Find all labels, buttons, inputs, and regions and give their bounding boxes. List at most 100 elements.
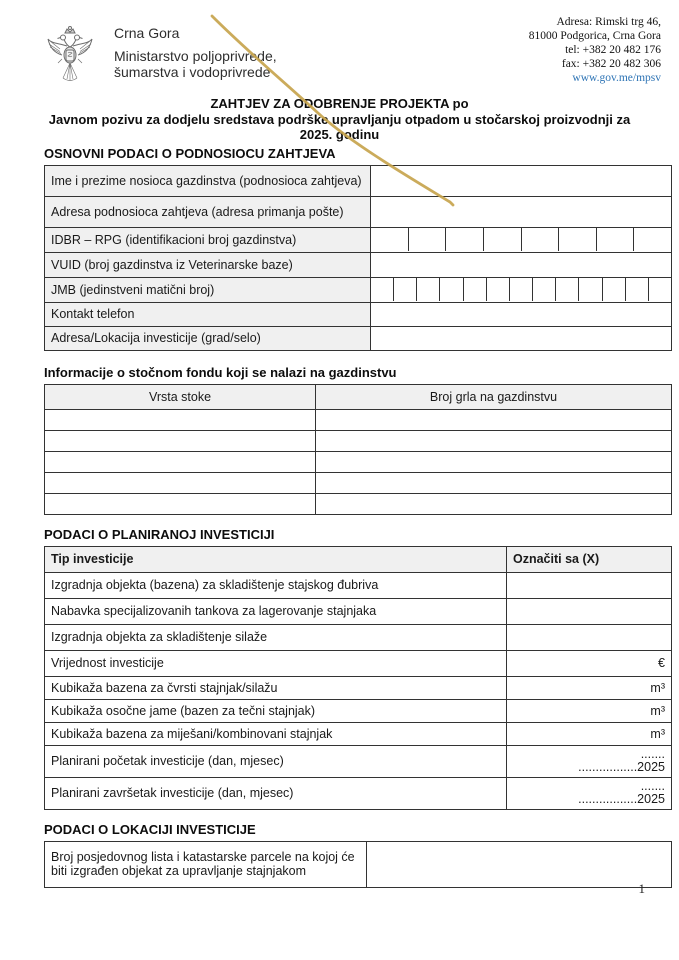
field-value-input[interactable] <box>370 325 672 351</box>
table-row: Kubikaža osočne jame (bazen za tečni sta… <box>44 698 672 723</box>
field-value-input[interactable] <box>315 450 672 473</box>
section-heading-livestock: Informacije o stočnom fondu koji se nala… <box>44 364 397 380</box>
digit-box[interactable] <box>485 278 509 301</box>
field-label: Adresa/Lokacija investicije (grad/selo) <box>44 325 371 351</box>
digit-box[interactable] <box>439 278 462 301</box>
address-line: Adresa: Rimski trg 46, <box>556 16 661 28</box>
table-row: Ime i prezime nosioca gazdinstva (podnos… <box>44 164 672 197</box>
field-label: Izgradnja objekta (bazena) za skladišten… <box>44 571 507 599</box>
field-value-input[interactable] <box>366 840 672 888</box>
column-header-head-count: Broj grla na gazdinstvu <box>315 383 672 410</box>
field-label: IDBR – RPG (identifikacioni broj gazdins… <box>44 226 371 253</box>
coat-of-arms-icon <box>47 26 93 81</box>
digit-box[interactable] <box>372 278 394 301</box>
digit-box[interactable] <box>372 228 408 251</box>
table-row: Vrijednost investicije € <box>44 649 672 677</box>
digit-box[interactable] <box>532 278 555 301</box>
digit-box[interactable] <box>508 278 532 301</box>
table-row: Izgradnja objekta za skladištenje silaže <box>44 623 672 651</box>
digit-box[interactable] <box>578 278 601 301</box>
title-line3: 2025. godinu <box>299 127 380 142</box>
value-unit-m3[interactable]: m³ <box>506 721 672 746</box>
table-row: Kubikaža bazena za miješani/kombinovani … <box>44 721 672 746</box>
section-heading-basic-data: OSNOVNI PODACI O PODNOSIOCU ZAHTJEVA <box>44 145 336 161</box>
table-row: VUID (broj gazdinstva iz Veterinarske ba… <box>44 251 672 278</box>
value-unit-m3[interactable]: m³ <box>506 698 672 723</box>
table-row <box>44 408 672 431</box>
column-header-mark-x: Označiti sa (X) <box>506 545 672 573</box>
table-row <box>44 471 672 494</box>
digit-box[interactable] <box>601 278 625 301</box>
digit-box[interactable] <box>520 228 559 251</box>
date-dots-line2: .................2025 <box>578 760 665 774</box>
table-header-row: Vrsta stoke Broj grla na gazdinstvu <box>44 383 672 410</box>
field-label: Planirani završetak investicije (dan, mj… <box>44 776 507 810</box>
digit-box[interactable] <box>647 278 671 301</box>
table-row: Adresa/Lokacija investicije (grad/selo) <box>44 325 672 351</box>
field-value-input[interactable] <box>315 429 672 452</box>
field-value-input[interactable] <box>370 301 672 327</box>
digit-box[interactable] <box>416 278 439 301</box>
livestock-table: Vrsta stoke Broj grla na gazdinstvu <box>44 383 672 515</box>
field-value-input[interactable] <box>370 251 672 278</box>
title-line2: Javnom pozivu za dodjelu sredstava podrš… <box>48 111 631 127</box>
table-row: Kontakt telefon <box>44 301 672 327</box>
field-label: Adresa podnosioca zahtjeva (adresa prima… <box>44 195 371 228</box>
digit-box[interactable] <box>633 228 670 251</box>
date-fill-input[interactable]: ....... .................2025 <box>506 776 672 810</box>
field-label: Kubikaža bazena za miješani/kombinovani … <box>44 721 507 746</box>
table-row: Adresa podnosioca zahtjeva (adresa prima… <box>44 195 672 228</box>
table-row: Nabavka specijalizovanih tankova za lage… <box>44 597 672 625</box>
document-title: ZAHTJEV ZA ODOBRENJE PROJEKTA po Javnom … <box>0 96 679 143</box>
digit-box[interactable] <box>482 228 521 251</box>
field-value-input[interactable] <box>315 492 672 515</box>
value-unit-euro[interactable]: € <box>506 649 672 677</box>
field-value-input[interactable] <box>315 408 672 431</box>
value-unit-m3[interactable]: m³ <box>506 675 672 700</box>
digit-box[interactable] <box>445 228 483 251</box>
digit-box[interactable] <box>624 278 648 301</box>
field-label: Nabavka specijalizovanih tankova za lage… <box>44 597 507 625</box>
location-table: Broj posjedovnog lista i katastarske par… <box>44 840 672 888</box>
digit-box[interactable] <box>558 228 596 251</box>
digit-box[interactable] <box>407 228 446 251</box>
phone-line: tel: +382 20 482 176 <box>565 44 661 56</box>
field-value-input[interactable] <box>370 164 672 197</box>
digit-box[interactable] <box>462 278 486 301</box>
field-label: Kontakt telefon <box>44 301 371 327</box>
table-row: Broj posjedovnog lista i katastarske par… <box>44 840 672 888</box>
ministry-name-line2: šumarstva i vodoprivrede <box>114 64 271 80</box>
field-label: Izgradnja objekta za skladištenje silaže <box>44 623 507 651</box>
field-value-input[interactable] <box>44 429 316 452</box>
field-value-input[interactable] <box>44 492 316 515</box>
date-fill-input[interactable]: ....... .................2025 <box>506 744 672 778</box>
idbr-digit-boxes <box>370 226 672 253</box>
field-value-input[interactable] <box>44 450 316 473</box>
website-link[interactable]: www.gov.me/mpsv <box>572 72 661 84</box>
basic-info-table: Ime i prezime nosioca gazdinstva (podnos… <box>44 164 672 351</box>
section-heading-investment: PODACI O PLANIRANOJ INVESTICIJI <box>44 526 275 542</box>
ministry-identity: Crna Gora Ministarstvo poljoprivrede, šu… <box>114 25 277 80</box>
digit-box[interactable] <box>393 278 416 301</box>
table-row <box>44 429 672 452</box>
table-row: Planirani završetak investicije (dan, mj… <box>44 776 672 810</box>
date-dots-line1: ....... <box>640 778 665 793</box>
mark-x-input[interactable] <box>506 623 672 651</box>
mark-x-input[interactable] <box>506 571 672 599</box>
mark-x-input[interactable] <box>506 597 672 625</box>
section-heading-location: PODACI O LOKACIJI INVESTICIJE <box>44 821 256 837</box>
field-value-input[interactable] <box>370 195 672 228</box>
document-header: Crna Gora Ministarstvo poljoprivrede, šu… <box>0 0 679 90</box>
address-line: 81000 Podgorica, Crna Gora <box>528 30 661 42</box>
table-row <box>44 492 672 515</box>
field-value-input[interactable] <box>44 408 316 431</box>
digit-box[interactable] <box>595 228 634 251</box>
jmb-digit-boxes <box>370 276 672 303</box>
table-row <box>44 450 672 473</box>
digit-box[interactable] <box>555 278 578 301</box>
field-value-input[interactable] <box>44 471 316 494</box>
contact-address-block: Adresa: Rimski trg 46, 81000 Podgorica, … <box>529 15 661 85</box>
date-dots-line1: ....... <box>640 746 665 761</box>
field-value-input[interactable] <box>315 471 672 494</box>
